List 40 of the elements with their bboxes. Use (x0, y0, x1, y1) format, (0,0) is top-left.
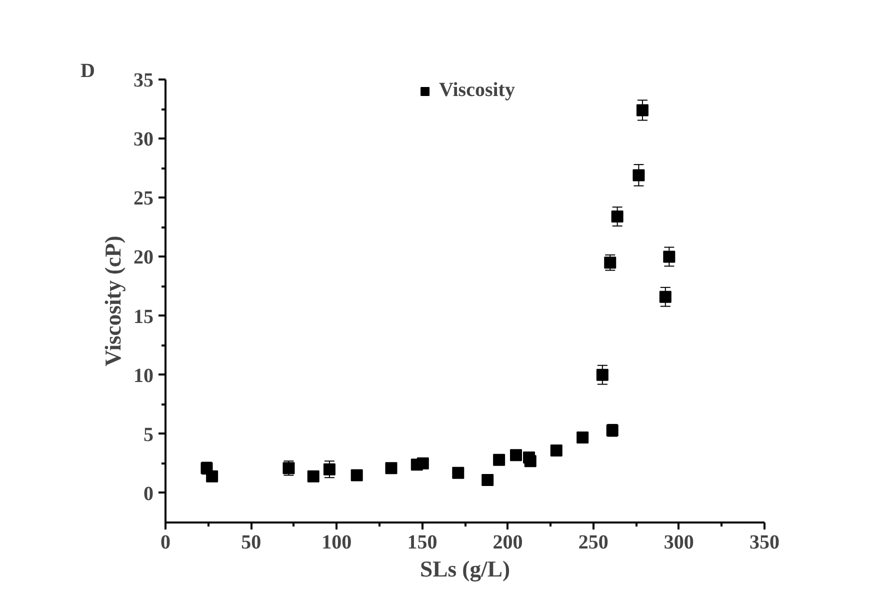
x-tick-label: 50 (241, 532, 262, 554)
legend-label: Viscosity (439, 79, 515, 102)
y-tick-label: 25 (134, 188, 154, 210)
point (596, 368, 608, 381)
point (604, 256, 616, 269)
y-tick-label: 5 (144, 424, 154, 446)
x-tick-label: 250 (578, 532, 608, 554)
y-tick-label: 10 (134, 364, 154, 387)
point (659, 290, 672, 303)
point (385, 462, 398, 474)
point (524, 455, 536, 468)
x-axis-title: SLs (g/L) (420, 556, 510, 582)
point (510, 449, 522, 462)
x-tick-label: 350 (750, 532, 780, 554)
y-axis-title: Viscosity (cP) (100, 236, 126, 366)
text: D (80, 60, 95, 82)
point (632, 169, 645, 182)
point (576, 431, 589, 444)
x-tick-label: 200 (492, 532, 523, 554)
x-tick-label: 150 (407, 532, 438, 554)
y-tick-label: 20 (134, 246, 154, 269)
x-tick-label: 100 (322, 532, 352, 554)
point (307, 470, 320, 482)
point (416, 457, 429, 470)
point (482, 474, 494, 486)
point (636, 104, 648, 116)
x-tick-label: 0 (160, 532, 170, 554)
point (350, 469, 363, 482)
point (452, 466, 464, 479)
point (611, 210, 624, 223)
point (663, 250, 676, 263)
point (206, 470, 218, 482)
y-tick-label: 0 (144, 482, 154, 505)
point (323, 463, 336, 476)
y-tick-label: 15 (134, 306, 154, 328)
x-tick-label: 300 (664, 532, 694, 554)
point (550, 444, 562, 456)
y-tick-label: 35 (134, 70, 154, 92)
point (493, 454, 506, 466)
y-tick-label: 30 (134, 128, 154, 151)
